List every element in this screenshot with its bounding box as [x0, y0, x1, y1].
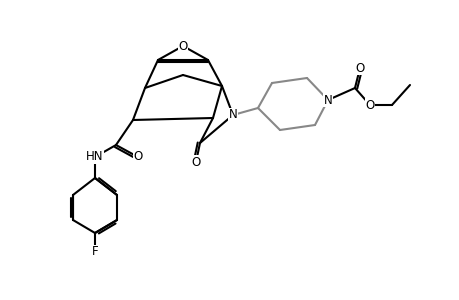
Text: N: N — [228, 109, 237, 122]
Text: F: F — [91, 245, 98, 259]
Text: O: O — [364, 98, 374, 112]
Text: O: O — [191, 155, 200, 169]
Text: N: N — [323, 94, 332, 106]
Text: O: O — [133, 151, 142, 164]
Text: HN: HN — [86, 151, 104, 164]
Text: O: O — [355, 61, 364, 74]
Text: O: O — [178, 40, 187, 52]
